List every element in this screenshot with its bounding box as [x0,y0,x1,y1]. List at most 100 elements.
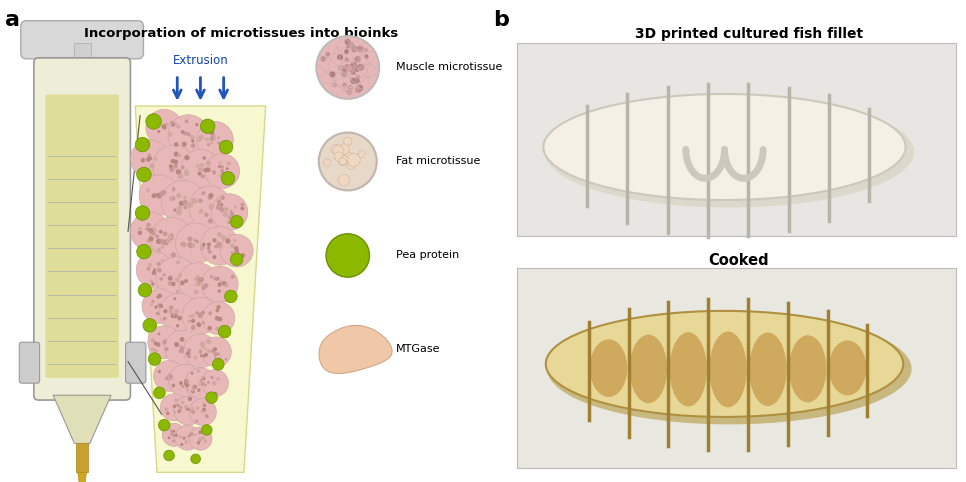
Circle shape [213,382,214,384]
Circle shape [338,144,350,155]
Circle shape [130,212,169,251]
Circle shape [224,290,238,303]
Circle shape [235,247,238,250]
Circle shape [152,283,154,285]
Circle shape [153,194,156,198]
Circle shape [213,348,216,351]
Circle shape [174,164,178,168]
Circle shape [178,316,182,320]
Circle shape [156,240,160,243]
Circle shape [196,164,199,167]
Circle shape [202,345,205,348]
Circle shape [338,67,341,70]
Circle shape [208,340,211,344]
Circle shape [356,68,358,71]
Circle shape [236,249,239,252]
Circle shape [234,252,235,254]
Text: Muscle microtissue: Muscle microtissue [396,63,502,72]
Circle shape [209,250,212,253]
Circle shape [204,440,207,442]
Circle shape [208,144,210,146]
Circle shape [240,258,242,261]
Circle shape [201,382,204,385]
Circle shape [345,40,350,44]
Circle shape [355,79,359,83]
Circle shape [174,396,203,425]
Circle shape [215,348,216,349]
Circle shape [205,348,207,350]
Circle shape [202,266,239,303]
Circle shape [185,380,188,383]
Circle shape [191,326,195,329]
Ellipse shape [547,313,912,425]
Circle shape [169,133,172,136]
Circle shape [333,83,336,87]
Circle shape [223,282,226,285]
Circle shape [166,123,168,125]
Circle shape [231,244,234,247]
Circle shape [146,144,148,146]
Circle shape [214,392,216,395]
Circle shape [157,263,160,265]
Circle shape [208,349,211,352]
Circle shape [160,240,164,244]
Circle shape [199,313,203,316]
Circle shape [194,357,197,359]
Circle shape [160,394,187,421]
Circle shape [198,172,201,175]
Circle shape [351,43,354,46]
Circle shape [183,297,218,334]
Circle shape [189,433,192,436]
Circle shape [221,172,235,185]
Circle shape [152,301,154,302]
Circle shape [218,358,220,361]
Circle shape [351,67,356,72]
Circle shape [176,279,178,281]
Circle shape [169,375,172,378]
Ellipse shape [750,333,786,406]
Circle shape [347,44,351,48]
Circle shape [205,353,208,356]
Circle shape [163,232,167,235]
Circle shape [189,427,213,450]
Circle shape [187,355,190,358]
Circle shape [364,49,367,52]
Circle shape [219,140,233,154]
Circle shape [212,350,214,352]
Circle shape [343,83,346,86]
Circle shape [156,343,159,346]
Circle shape [184,197,186,199]
Circle shape [213,137,215,139]
Circle shape [165,377,168,380]
Circle shape [157,304,160,307]
Circle shape [146,228,148,230]
Circle shape [159,293,198,332]
Circle shape [207,416,208,418]
Circle shape [217,233,221,236]
Circle shape [322,57,326,61]
Circle shape [357,65,363,70]
Circle shape [174,152,178,156]
Circle shape [192,199,196,203]
Circle shape [171,121,173,124]
Circle shape [196,312,198,314]
Circle shape [163,317,166,320]
Circle shape [152,348,154,350]
Circle shape [168,115,209,155]
Circle shape [162,423,185,446]
Circle shape [198,442,199,444]
Circle shape [191,320,194,322]
Circle shape [147,158,150,161]
Circle shape [184,201,187,204]
Circle shape [165,348,168,350]
Circle shape [159,230,162,233]
Circle shape [205,154,240,188]
Circle shape [339,158,347,165]
Circle shape [182,149,220,188]
Circle shape [147,143,150,145]
Circle shape [158,195,160,196]
Ellipse shape [630,335,668,403]
Circle shape [216,309,218,311]
Circle shape [188,237,192,241]
Circle shape [205,214,208,216]
